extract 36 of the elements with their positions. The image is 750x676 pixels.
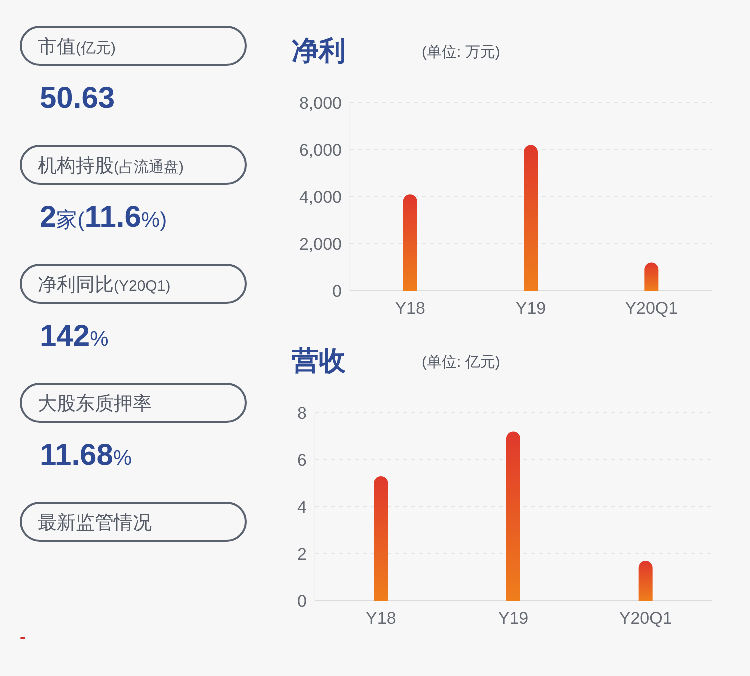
x-tick-label: Y18	[395, 299, 426, 318]
x-tick-label: Y20Q1	[619, 609, 672, 628]
y-tick-label: 2,000	[299, 234, 342, 254]
y-tick-label: 0	[332, 282, 342, 301]
x-tick-label: Y18	[366, 609, 396, 628]
chart-subtitle: (单位: 万元)	[422, 44, 500, 61]
bar	[506, 432, 520, 601]
text: 净利同比(Y20Q1)	[38, 275, 171, 296]
text: 市值(亿元)	[38, 36, 116, 58]
text: 11.68%	[40, 439, 132, 472]
text: 142%	[40, 320, 109, 353]
text: 2家(11.6%)	[40, 201, 168, 234]
x-tick-label: Y20Q1	[625, 299, 678, 318]
text: 50.63	[40, 82, 116, 115]
y-tick-label: 6,000	[299, 140, 342, 160]
bar	[644, 262, 659, 291]
bar	[403, 194, 418, 291]
text: 大股东质押率	[38, 393, 152, 415]
x-tick-label: Y19	[516, 299, 546, 318]
y-tick-label: 4,000	[299, 188, 342, 207]
y-tick-label: 2	[298, 544, 307, 564]
x-tick-label: Y19	[498, 609, 529, 628]
chart-title: 营收	[291, 346, 347, 376]
y-tick-label: 0	[298, 592, 307, 611]
bar	[524, 145, 538, 291]
text: -	[20, 627, 26, 647]
y-tick-label: 8,000	[299, 94, 342, 113]
bar	[638, 561, 653, 601]
bar	[374, 476, 388, 601]
chart-subtitle: (单位: 亿元)	[422, 354, 500, 371]
chart-title: 净利	[292, 36, 346, 66]
y-tick-label: 6	[298, 450, 307, 470]
y-tick-label: 4	[298, 498, 307, 517]
text: 最新监管情况	[38, 512, 152, 534]
text: 机构持股(占流通盘)	[38, 156, 184, 177]
y-tick-label: 8	[298, 404, 307, 423]
